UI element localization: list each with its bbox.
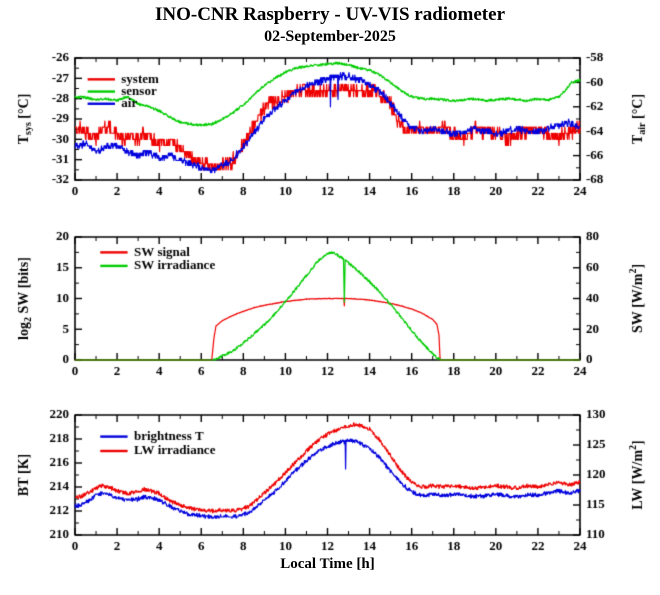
x-axis-label: Local Time [h] xyxy=(280,556,375,572)
figure-subtitle: 02-September-2025 xyxy=(264,28,396,45)
figure-title: INO-CNR Raspberry - UV-VIS radiometer xyxy=(154,4,506,25)
